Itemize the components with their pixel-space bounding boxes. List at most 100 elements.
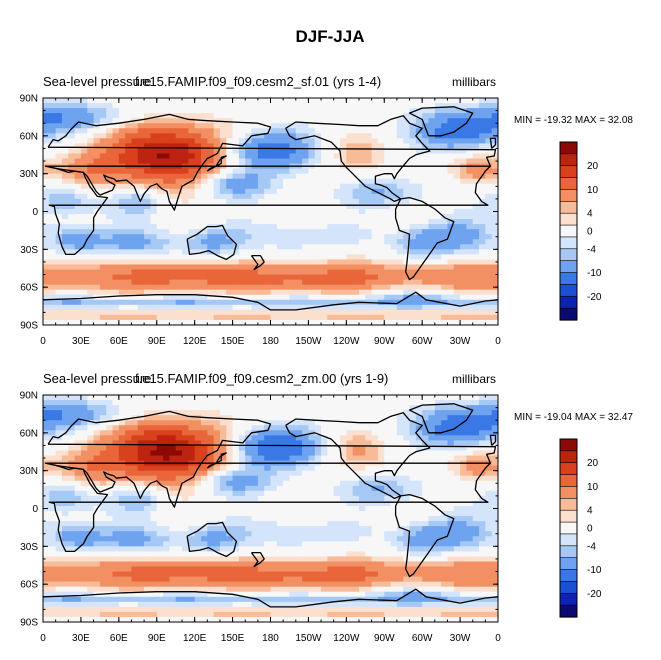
field-cell	[245, 420, 253, 426]
field-cell	[295, 148, 303, 155]
field-cell	[264, 269, 272, 276]
field-cell	[453, 168, 461, 175]
field-cell	[106, 118, 114, 124]
field-cell	[453, 269, 461, 276]
field-cell	[276, 440, 284, 447]
field-cell	[68, 219, 76, 225]
field-cell	[68, 133, 76, 139]
field-cell	[93, 430, 101, 436]
field-cell	[226, 279, 234, 286]
field-cell	[283, 158, 291, 165]
field-cell	[144, 500, 152, 507]
field-cell	[384, 304, 392, 311]
field-cell	[125, 219, 133, 225]
field-cell	[321, 224, 328, 230]
field-cell	[74, 198, 82, 205]
field-cell	[61, 148, 69, 155]
field-cell	[118, 425, 126, 431]
field-cell	[403, 314, 411, 321]
field-cell	[213, 274, 221, 281]
field-cell	[270, 289, 278, 296]
field-cell	[99, 158, 107, 165]
field-cell	[207, 259, 215, 266]
field-cell	[447, 203, 455, 210]
field-cell	[358, 168, 366, 175]
field-cell	[87, 500, 95, 507]
field-cell	[472, 274, 480, 281]
field-cell	[74, 405, 82, 411]
field-cell	[188, 405, 196, 411]
field-cell	[321, 138, 328, 144]
field-cell	[365, 470, 373, 477]
field-cell	[251, 450, 259, 457]
field-cell	[447, 234, 455, 240]
field-cell	[163, 319, 170, 325]
field-cell	[466, 495, 474, 502]
map-panel-2: Sea-level pressuref.e15.FAMIP.f09_f09.ce…	[20, 371, 634, 644]
field-cell	[308, 198, 316, 205]
field-cell	[74, 430, 82, 436]
field-cell	[106, 173, 114, 180]
field-cell	[137, 193, 145, 200]
field-cell	[182, 304, 189, 311]
field-cell	[289, 410, 297, 416]
field-cell	[87, 470, 95, 477]
field-cell	[182, 445, 189, 452]
field-cell	[289, 249, 297, 255]
field-cell	[137, 435, 145, 441]
field-cell	[43, 405, 50, 411]
field-cell	[403, 239, 411, 245]
field-cell	[156, 224, 164, 230]
field-cell	[415, 405, 423, 411]
field-cell	[49, 254, 57, 261]
field-cell	[112, 410, 120, 416]
field-cell	[87, 435, 95, 441]
field-cell	[169, 269, 177, 276]
field-cell	[352, 430, 360, 436]
field-cell	[491, 490, 498, 497]
field-cell	[472, 138, 480, 144]
field-cell	[251, 440, 259, 447]
field-cell	[403, 485, 411, 492]
field-cell	[257, 450, 265, 457]
field-cell	[314, 314, 322, 321]
field-cell	[314, 123, 322, 129]
field-cell	[251, 98, 259, 104]
field-cell	[472, 178, 480, 185]
field-cell	[49, 123, 57, 129]
field-cell	[346, 138, 354, 144]
field-cell	[137, 430, 145, 436]
field-cell	[188, 455, 196, 462]
field-cell	[270, 309, 278, 316]
field-cell	[460, 118, 467, 124]
field-cell	[207, 319, 215, 325]
field-cell	[99, 465, 107, 472]
field-cell	[276, 188, 284, 195]
field-cell	[346, 148, 354, 155]
field-cell	[422, 274, 430, 281]
field-cell	[327, 430, 335, 436]
field-cell	[188, 495, 196, 502]
field-cell	[340, 425, 347, 431]
field-cell	[377, 133, 385, 139]
field-cell	[118, 178, 126, 185]
field-cell	[358, 239, 366, 245]
field-cell	[314, 178, 322, 185]
field-cell	[491, 294, 498, 301]
field-cell	[87, 445, 95, 452]
field-cell	[150, 224, 158, 230]
field-cell	[321, 400, 328, 406]
field-cell	[131, 214, 139, 220]
field-cell	[415, 173, 423, 180]
field-cell	[131, 108, 139, 114]
field-cell	[118, 420, 126, 426]
field-cell	[340, 475, 347, 482]
field-cell	[55, 420, 63, 426]
field-cell	[61, 435, 69, 441]
field-cell	[415, 279, 423, 286]
field-cell	[144, 269, 152, 276]
field-cell	[384, 269, 392, 276]
field-cell	[137, 269, 145, 276]
field-cell	[80, 420, 88, 426]
field-cell	[365, 400, 373, 406]
